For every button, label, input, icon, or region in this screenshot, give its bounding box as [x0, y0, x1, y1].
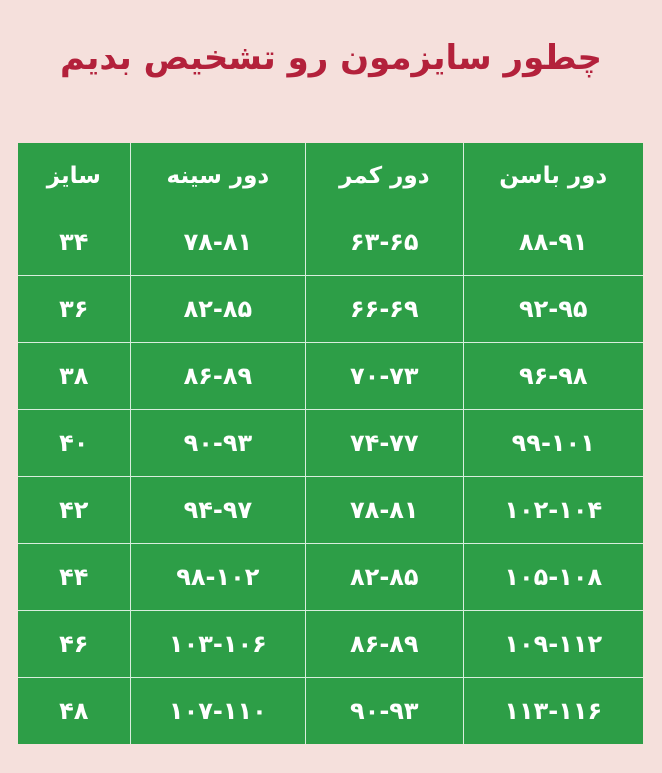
- chest-cell: ۸۲-۸۵: [129, 275, 307, 343]
- size-cell: ۳۴: [18, 209, 131, 276]
- table-row: ۳۴ ۷۸-۸۱ ۶۳-۶۵ ۸۸-۹۱: [18, 209, 643, 276]
- table-row: ۴۴ ۹۸-۱۰۲ ۸۲-۸۵ ۱۰۵-۱۰۸: [18, 543, 643, 611]
- hip-cell: ۹۹-۱۰۱: [462, 409, 643, 477]
- waist-cell: ۷۸-۸۱: [305, 476, 464, 544]
- page-title: چطور سایزمون رو تشخیص بدیم: [59, 38, 603, 78]
- waist-cell: ۸۶-۸۹: [305, 610, 464, 678]
- size-cell: ۴۴: [18, 543, 131, 611]
- hip-cell: ۱۰۲-۱۰۴: [462, 476, 643, 544]
- hip-cell: ۹۶-۹۸: [462, 342, 643, 410]
- chest-cell: ۹۴-۹۷: [129, 476, 307, 544]
- table-row: ۴۰ ۹۰-۹۳ ۷۴-۷۷ ۹۹-۱۰۱: [18, 409, 643, 477]
- table-header-row: سایز دور سینه دور کمر دور باسن: [18, 143, 643, 209]
- waist-cell: ۷۴-۷۷: [305, 409, 464, 477]
- hip-cell: ۱۱۳-۱۱۶: [462, 677, 643, 744]
- waist-cell: ۸۲-۸۵: [305, 543, 464, 611]
- chest-cell: ۸۶-۸۹: [129, 342, 307, 410]
- header-chest: دور سینه: [129, 143, 307, 209]
- hip-cell: ۹۲-۹۵: [462, 275, 643, 343]
- table-row: ۳۸ ۸۶-۸۹ ۷۰-۷۳ ۹۶-۹۸: [18, 342, 643, 410]
- header-size: سایز: [18, 143, 131, 209]
- chest-cell: ۱۰۳-۱۰۶: [129, 610, 307, 678]
- hip-cell: ۱۰۹-۱۱۲: [462, 610, 643, 678]
- table-row: ۴۲ ۹۴-۹۷ ۷۸-۸۱ ۱۰۲-۱۰۴: [18, 476, 643, 544]
- chest-cell: ۷۸-۸۱: [129, 209, 307, 276]
- waist-cell: ۷۰-۷۳: [305, 342, 464, 410]
- size-cell: ۴۶: [18, 610, 131, 678]
- size-cell: ۳۶: [18, 275, 131, 343]
- table-row: ۳۶ ۸۲-۸۵ ۶۶-۶۹ ۹۲-۹۵: [18, 275, 643, 343]
- waist-cell: ۶۳-۶۵: [305, 209, 464, 276]
- chest-cell: ۹۰-۹۳: [129, 409, 307, 477]
- size-cell: ۴۰: [18, 409, 131, 477]
- size-cell: ۳۸: [18, 342, 131, 410]
- table-row: ۴۶ ۱۰۳-۱۰۶ ۸۶-۸۹ ۱۰۹-۱۱۲: [18, 610, 643, 678]
- size-cell: ۴۸: [18, 677, 131, 744]
- hip-cell: ۸۸-۹۱: [462, 209, 643, 276]
- chest-cell: ۱۰۷-۱۱۰: [129, 677, 307, 744]
- size-table: سایز دور سینه دور کمر دور باسن ۳۴ ۷۸-۸۱ ۶۳…: [18, 143, 643, 744]
- waist-cell: ۶۶-۶۹: [305, 275, 464, 343]
- header-waist: دور کمر: [305, 143, 464, 209]
- size-cell: ۴۲: [18, 476, 131, 544]
- header-hip: دور باسن: [462, 143, 643, 209]
- table-row: ۴۸ ۱۰۷-۱۱۰ ۹۰-۹۳ ۱۱۳-۱۱۶: [18, 677, 643, 744]
- waist-cell: ۹۰-۹۳: [305, 677, 464, 744]
- chest-cell: ۹۸-۱۰۲: [129, 543, 307, 611]
- hip-cell: ۱۰۵-۱۰۸: [462, 543, 643, 611]
